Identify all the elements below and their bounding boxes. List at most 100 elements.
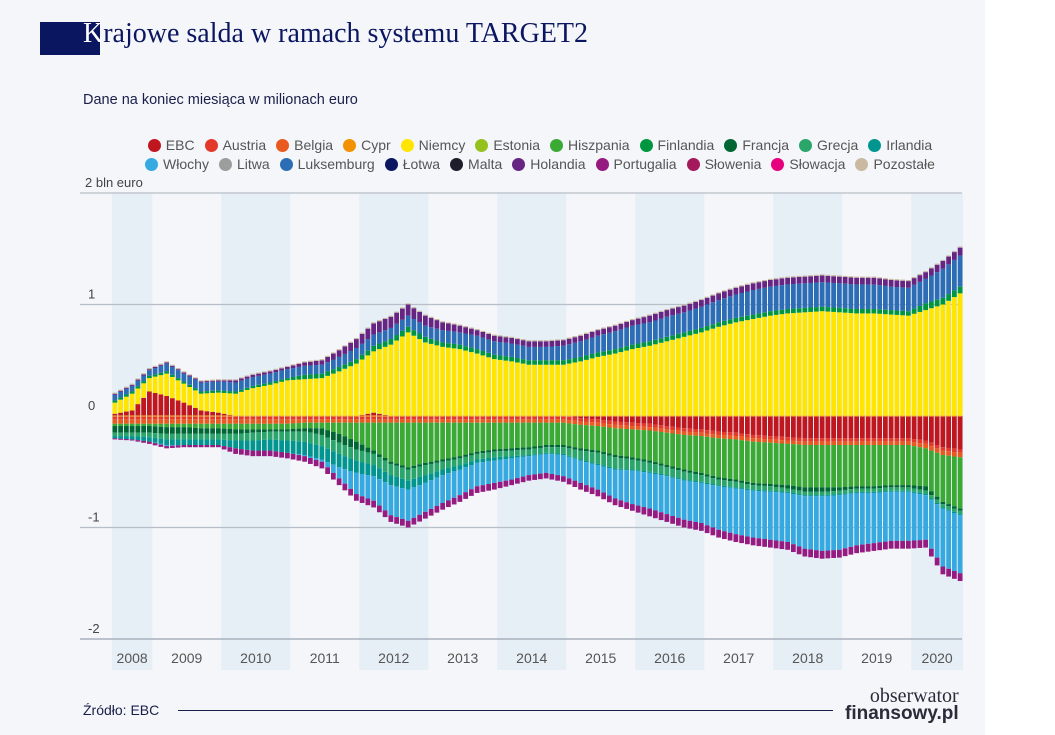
bar-segment-francja xyxy=(773,484,779,487)
bar-segment-belgia xyxy=(647,427,652,431)
bar-segment-finlandia xyxy=(451,343,457,349)
bar-segment-luksemburg xyxy=(865,284,871,309)
bar-segment-holandia xyxy=(802,276,808,284)
bar-segment-francja xyxy=(595,450,601,453)
bar-segment-portugalia xyxy=(244,449,250,456)
bar-segment-luksemburg xyxy=(273,372,279,382)
bar-segment-belgia xyxy=(434,419,440,423)
bar-segment-irlandia xyxy=(497,456,503,460)
bar-segment-niemcy xyxy=(601,355,606,416)
legend-label: Francja xyxy=(742,137,790,153)
bar-segment-włochy xyxy=(612,469,618,499)
bar-segment-francja xyxy=(239,429,244,434)
bar-segment-francja xyxy=(871,486,877,489)
bar-segment-włochy xyxy=(779,492,785,542)
bar-segment-francja xyxy=(802,487,808,492)
bar-segment-austria xyxy=(670,426,675,431)
bar-segment-hiszpania xyxy=(543,422,549,445)
bar-segment-austria xyxy=(428,416,434,420)
bar-segment-pozostałe xyxy=(837,275,842,277)
bar-segment-belgia xyxy=(112,419,118,424)
bar-segment-hiszpania xyxy=(440,422,445,460)
bar-segment-niemcy xyxy=(549,364,555,416)
bar-segment-grecja xyxy=(607,455,612,467)
bar-segment-włochy xyxy=(325,462,330,468)
bar-segment-niemcy xyxy=(676,338,681,416)
bar-segment-niemcy xyxy=(888,314,894,416)
bar-segment-włochy xyxy=(469,465,474,490)
bar-segment-ebc xyxy=(952,416,957,449)
bar-segment-irlandia xyxy=(233,440,238,449)
bar-segment-holandia xyxy=(164,362,169,364)
bar-segment-luksemburg xyxy=(348,350,353,362)
legend-dot-icon xyxy=(145,157,159,171)
bar-segment-portugalia xyxy=(158,444,164,447)
bar-segment-holandia xyxy=(308,361,313,366)
bar-segment-finlandia xyxy=(618,347,624,353)
bar-segment-austria xyxy=(906,438,911,442)
bar-segment-ebc xyxy=(727,416,733,433)
bar-segment-francja xyxy=(572,447,578,450)
bar-segment-hiszpania xyxy=(871,444,877,487)
bar-segment-belgia xyxy=(405,419,411,423)
bar-segment-portugalia xyxy=(566,478,572,485)
bar-segment-finlandia xyxy=(181,381,187,384)
bar-segment-niemcy xyxy=(394,340,399,416)
bar-segment-francja xyxy=(446,458,451,461)
bar-segment-grecja xyxy=(877,488,882,492)
bar-segment-finlandia xyxy=(929,301,934,309)
bar-segment-grecja xyxy=(446,460,451,469)
bar-segment-holandia xyxy=(877,278,882,286)
bar-segment-portugalia xyxy=(256,450,261,457)
bar-segment-francja xyxy=(831,487,836,492)
bar-segment-włochy xyxy=(158,443,164,445)
bar-segment-hiszpania xyxy=(221,423,227,429)
bar-segment-belgia xyxy=(503,419,509,423)
bar-segment-grecja xyxy=(129,432,135,437)
bar-segment-ebc xyxy=(733,416,739,433)
bar-segment-luksemburg xyxy=(319,364,325,374)
bar-segment-ebc xyxy=(204,411,210,416)
bar-segment-hiszpania xyxy=(618,428,624,456)
bar-segment-pozostałe xyxy=(578,334,583,336)
bar-segment-irlandia xyxy=(175,439,181,445)
bar-segment-belgia xyxy=(147,419,152,424)
bar-segment-belgia xyxy=(428,419,434,423)
bar-segment-pozostałe xyxy=(670,307,675,309)
bar-segment-włochy xyxy=(566,456,572,479)
bar-segment-finlandia xyxy=(779,309,785,315)
bar-segment-holandia xyxy=(589,332,595,338)
bar-segment-francja xyxy=(538,445,543,448)
bar-segment-finlandia xyxy=(808,307,813,312)
bar-segment-irlandia xyxy=(900,490,905,492)
legend-dot-icon xyxy=(771,157,785,171)
bar-segment-irlandia xyxy=(710,484,716,486)
bar-segment-francja xyxy=(141,426,146,433)
bar-segment-irlandia xyxy=(405,480,411,490)
bar-segment-pozostałe xyxy=(526,340,532,342)
bar-segment-finlandia xyxy=(342,364,348,369)
bar-segment-francja xyxy=(233,429,238,434)
bar-segment-finlandia xyxy=(837,307,842,313)
legend-dot-icon xyxy=(868,138,882,152)
bar-segment-niemcy xyxy=(400,336,405,416)
bar-segment-niemcy xyxy=(319,378,325,416)
bar-segment-luksemburg xyxy=(946,264,951,295)
bar-segment-portugalia xyxy=(561,476,566,482)
bar-segment-austria xyxy=(848,438,854,442)
bar-segment-holandia xyxy=(745,284,750,292)
bar-segment-niemcy xyxy=(141,383,146,398)
bar-segment-ebc xyxy=(745,416,750,435)
bar-segment-irlandia xyxy=(520,455,526,457)
legend-item: Pozostałe xyxy=(855,156,935,172)
legend-dot-icon xyxy=(276,138,290,152)
bar-segment-luksemburg xyxy=(791,284,796,309)
bar-segment-ebc xyxy=(848,416,854,439)
bar-segment-niemcy xyxy=(808,311,813,416)
bar-segment-hiszpania xyxy=(722,438,727,479)
bar-segment-belgia xyxy=(584,421,589,426)
bar-segment-ebc xyxy=(808,416,813,439)
bar-segment-belgia xyxy=(135,419,141,424)
bar-segment-portugalia xyxy=(549,473,555,480)
bar-segment-niemcy xyxy=(250,388,256,416)
